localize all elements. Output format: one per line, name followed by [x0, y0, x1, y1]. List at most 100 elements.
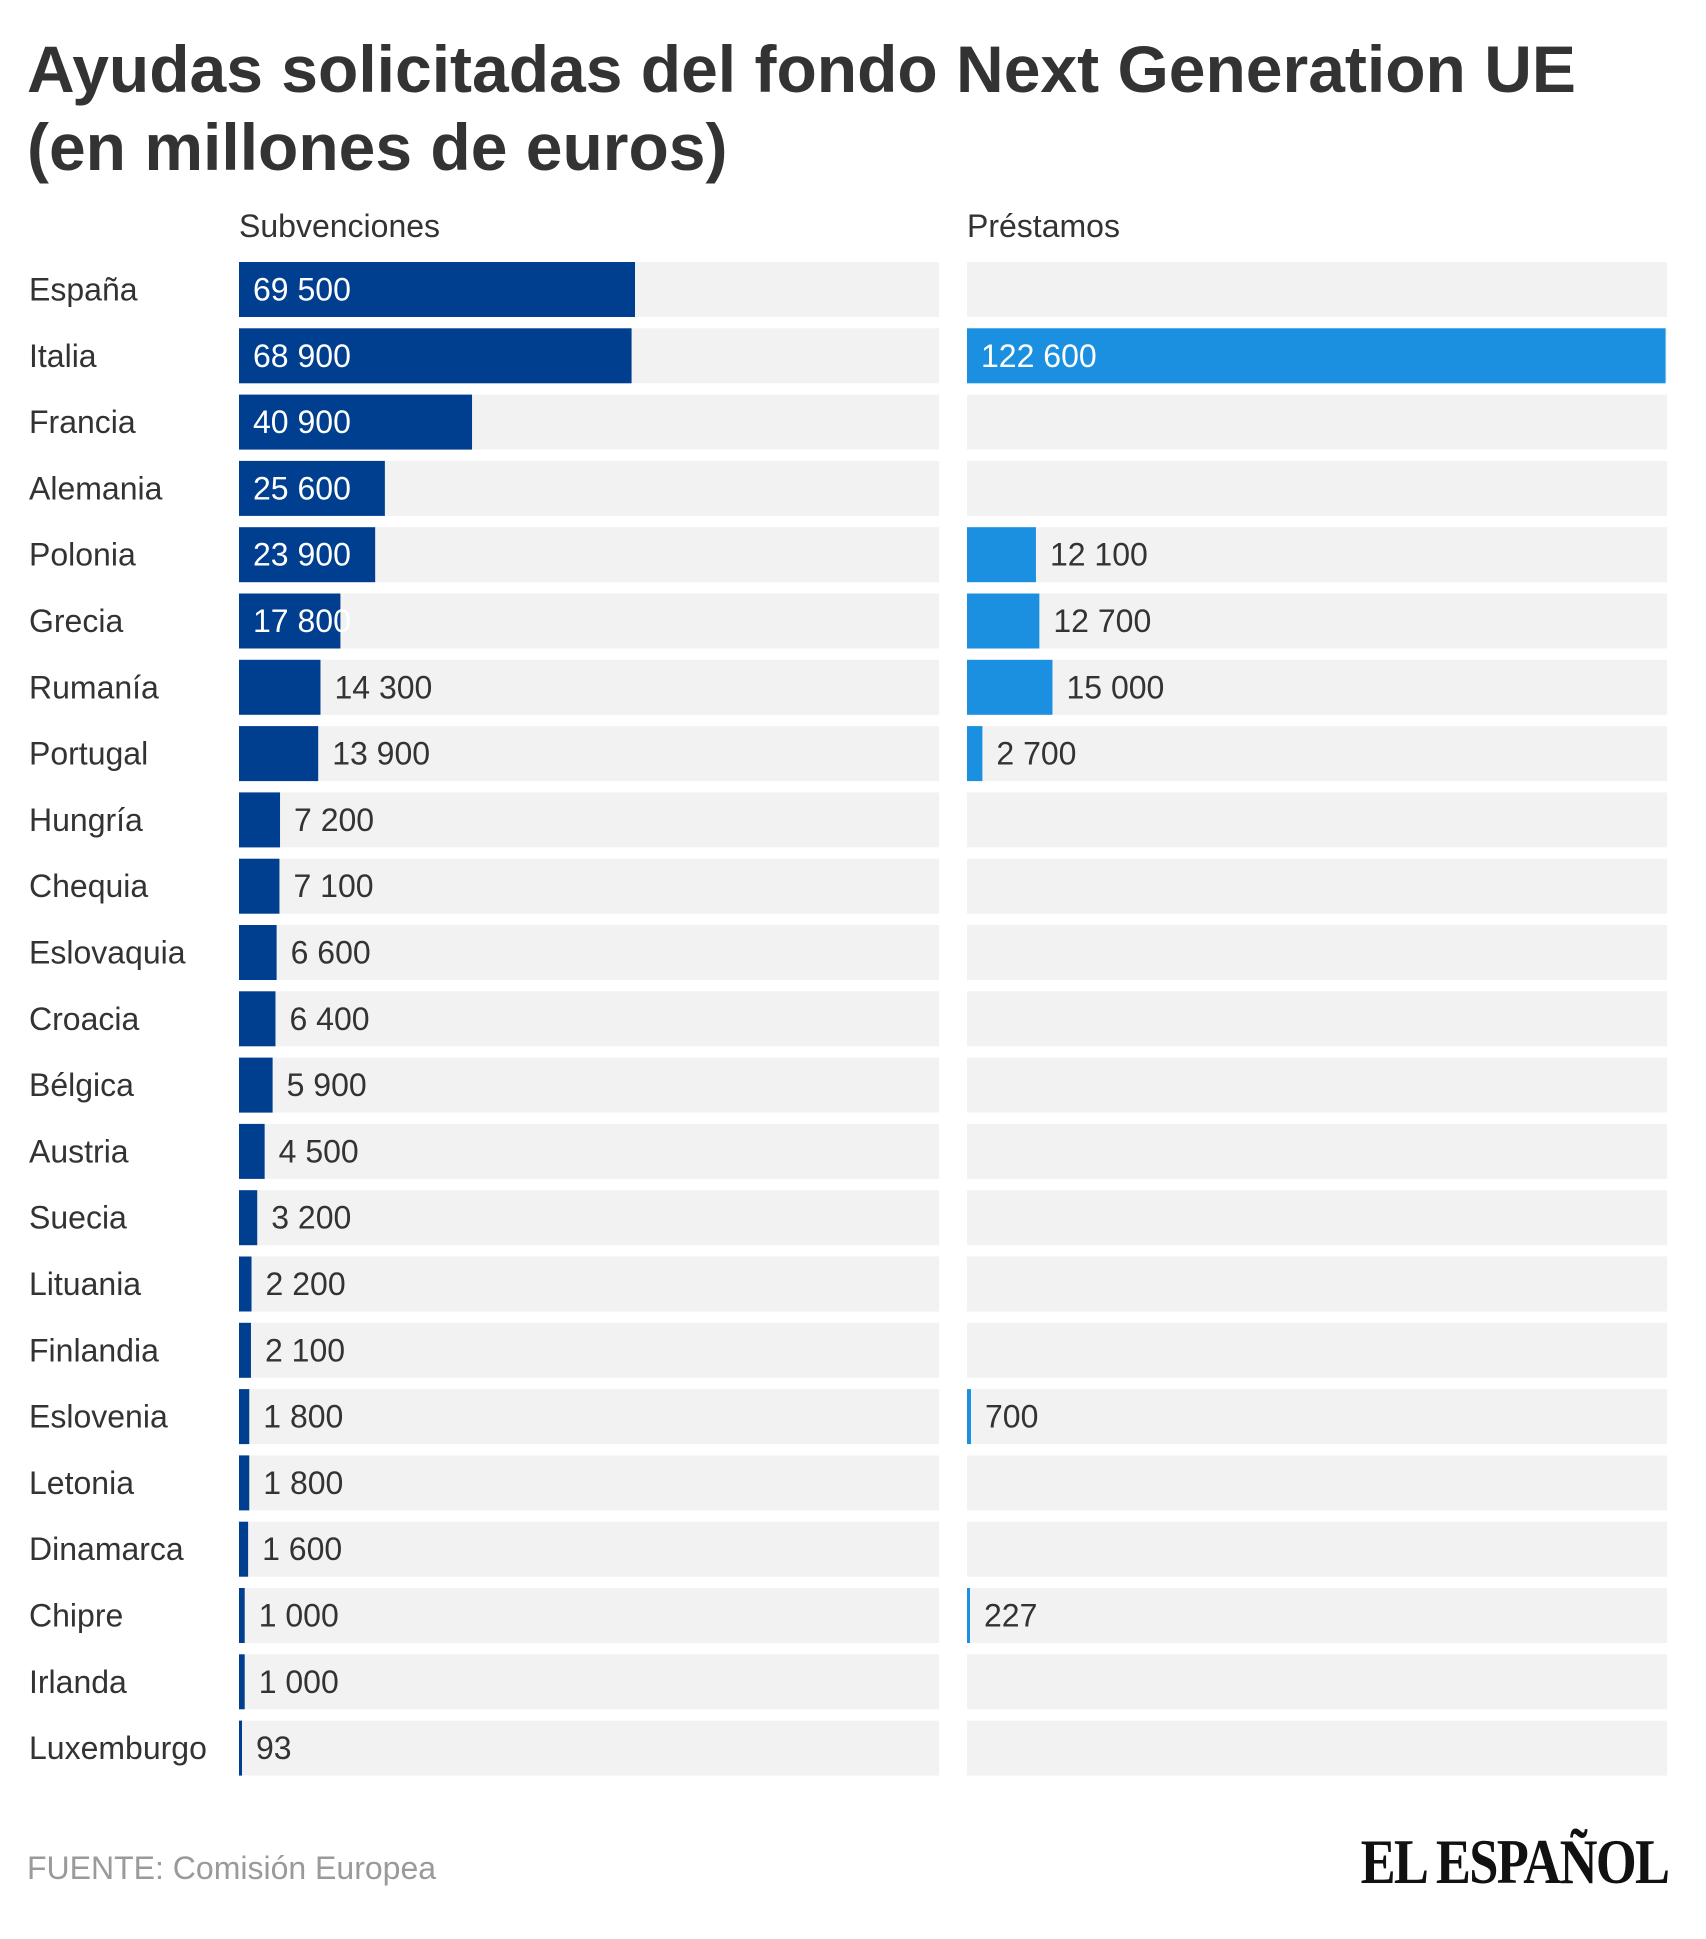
data-label: 1 000: [259, 1664, 339, 1700]
category-label: Bélgica: [29, 1067, 134, 1103]
data-label: 25 600: [253, 470, 351, 506]
bar-track: [239, 1588, 939, 1643]
bar-track: [239, 1455, 939, 1511]
data-label: 17 800: [253, 603, 351, 639]
bar-track: [239, 1123, 939, 1179]
category-label: Austria: [29, 1133, 129, 1169]
prestamos-bar-6: [967, 659, 1053, 715]
subvenciones-bar-16: [239, 1322, 251, 1378]
bar-chart: España 69 500 Italia 68 900 122 600 Francia 40…: [29, 262, 1667, 1776]
data-label: 15 000: [1066, 669, 1164, 705]
bar-track: [967, 262, 1667, 317]
data-label: 3 200: [271, 1200, 351, 1236]
bar-track: [239, 1720, 939, 1776]
data-label: 6 400: [289, 1001, 369, 1037]
bar-track: [967, 1123, 1667, 1179]
subvenciones-bar-10: [239, 925, 277, 980]
bar-track: [967, 1455, 1667, 1511]
prestamos-header: Préstamos: [967, 208, 1120, 244]
subvenciones-bar-14: [239, 1190, 258, 1246]
bar-track: [967, 527, 1667, 583]
category-label: Eslovaquia: [29, 935, 186, 971]
category-label: Letonia: [29, 1465, 134, 1501]
bar-track: [967, 460, 1667, 516]
category-label: Hungría: [29, 802, 143, 838]
data-label: 122 600: [981, 338, 1097, 374]
subvenciones-bar-22: [239, 1720, 242, 1776]
prestamos-bar-20: [967, 1588, 970, 1643]
bar-track: [967, 394, 1667, 450]
prestamos-bar-17: [967, 1389, 971, 1445]
bar-track: [967, 593, 1667, 649]
category-label: Francia: [29, 404, 136, 440]
bar-track: [967, 925, 1667, 980]
data-label: 13 900: [332, 736, 430, 772]
bar-track: [967, 726, 1667, 782]
subvenciones-bar-0: [239, 262, 635, 317]
bar-track: [239, 1190, 939, 1246]
category-label: Eslovenia: [29, 1399, 168, 1435]
subvenciones-bar-4: [239, 527, 376, 583]
bar-track: [239, 1654, 939, 1710]
data-label: 12 700: [1053, 603, 1151, 639]
subvenciones-bar-3: [239, 460, 385, 516]
bar-track: [239, 593, 939, 649]
data-label: 2 100: [265, 1332, 345, 1368]
category-label: Luxemburgo: [29, 1730, 207, 1766]
data-label: 69 500: [253, 272, 351, 308]
bar-track: [967, 792, 1667, 848]
bar-track: [967, 1521, 1667, 1577]
bar-track: [239, 1521, 939, 1577]
data-label: 4 500: [279, 1133, 359, 1169]
bar-track: [967, 1389, 1667, 1445]
bar-track: [967, 858, 1667, 914]
bar-track: [239, 1256, 939, 1312]
bar-track: [967, 1190, 1667, 1246]
bar-track: [967, 659, 1667, 715]
data-label: 7 200: [294, 802, 374, 838]
bar-track: [967, 1256, 1667, 1312]
category-label: España: [29, 272, 138, 308]
category-label: Dinamarca: [29, 1531, 184, 1567]
source-note: FUENTE: Comisión Europea: [27, 1850, 437, 1886]
subvenciones-bar-6: [239, 659, 321, 715]
prestamos-bar-1: [967, 328, 1666, 384]
subvenciones-bar-13: [239, 1123, 265, 1179]
data-label: 2 200: [266, 1266, 346, 1302]
category-label: Croacia: [29, 1001, 139, 1037]
subvenciones-bar-17: [239, 1389, 250, 1445]
prestamos-bar-7: [967, 726, 983, 782]
chart-title: Ayudas solicitadas del fondo Next Genera…: [27, 32, 1576, 184]
data-label: 1 800: [263, 1399, 343, 1435]
category-label: Portugal: [29, 736, 148, 772]
subvenciones-header: Subvenciones: [239, 208, 441, 244]
category-label: Rumanía: [29, 669, 159, 705]
data-label: 14 300: [334, 669, 432, 705]
bar-track: [239, 726, 939, 782]
subvenciones-bar-9: [239, 858, 280, 914]
data-label: 5 900: [287, 1067, 367, 1103]
category-label: Polonia: [29, 537, 136, 573]
bar-track: [967, 1720, 1667, 1776]
bar-track: [967, 1057, 1667, 1113]
subvenciones-bar-19: [239, 1521, 249, 1577]
subvenciones-bar-21: [239, 1654, 245, 1710]
data-label: 23 900: [253, 537, 351, 573]
data-label: 2 700: [996, 736, 1076, 772]
bar-track: [239, 858, 939, 914]
data-label: 700: [985, 1399, 1038, 1435]
subvenciones-bar-20: [239, 1588, 245, 1643]
bar-track: [967, 991, 1667, 1047]
data-label: 93: [256, 1730, 292, 1766]
data-label: 68 900: [253, 338, 351, 374]
data-label: 12 100: [1050, 537, 1148, 573]
category-label: Lituania: [29, 1266, 141, 1302]
bar-track: [239, 659, 939, 715]
category-label: Chipre: [29, 1598, 123, 1634]
bar-track: [239, 991, 939, 1047]
subvenciones-bar-2: [239, 394, 473, 450]
subvenciones-bar-1: [239, 328, 632, 384]
bar-track: [239, 1389, 939, 1445]
bar-track: [967, 1322, 1667, 1378]
subvenciones-bar-5: [239, 593, 341, 649]
